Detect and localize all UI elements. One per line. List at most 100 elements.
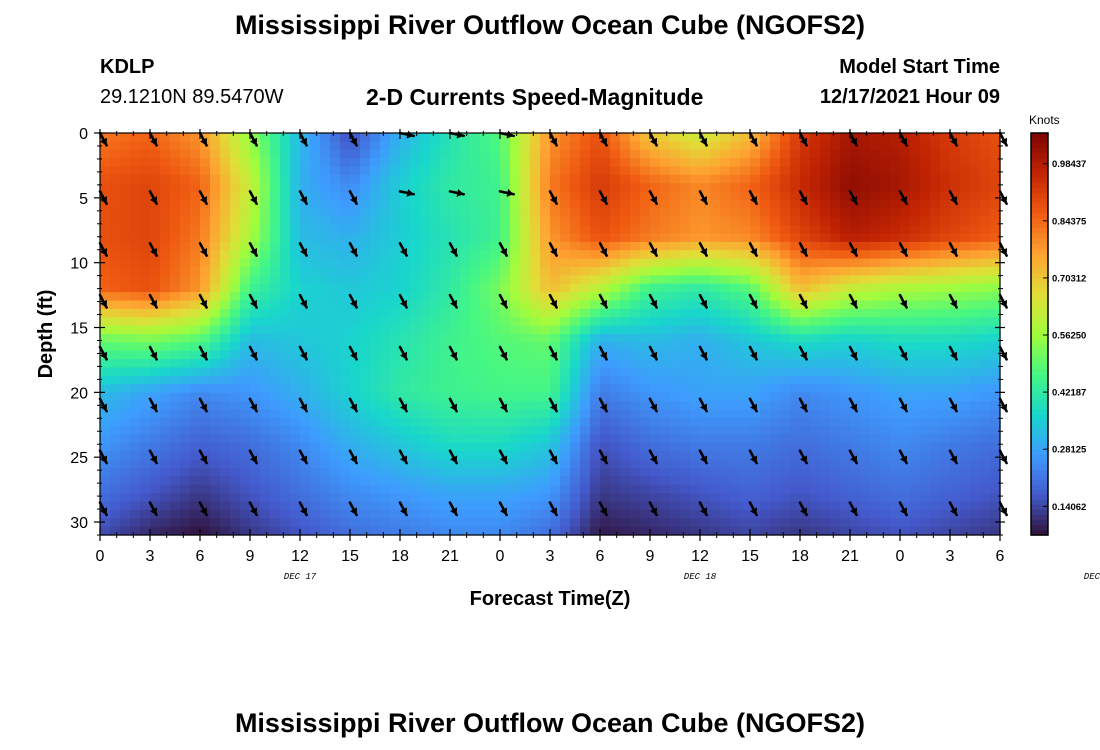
heatmap-cell (380, 191, 391, 201)
heatmap-cell (200, 459, 211, 469)
heatmap-cell (730, 426, 741, 436)
heatmap-cell (580, 434, 591, 444)
heatmap-cell (300, 267, 311, 276)
heatmap-cell (230, 141, 241, 151)
heatmap-cell (940, 283, 951, 293)
heatmap-cell (800, 384, 811, 394)
heatmap-cell (900, 317, 911, 327)
heatmap-cell (800, 334, 811, 343)
heatmap-cell (680, 275, 691, 285)
heatmap-cell (150, 158, 161, 168)
colorbar-segment (1031, 414, 1048, 421)
heatmap-cell (100, 317, 111, 327)
heatmap-cell (810, 518, 821, 528)
heatmap-cell (330, 258, 341, 268)
heatmap-cell (970, 216, 981, 226)
current-vector-head (499, 351, 508, 360)
heatmap-cell (210, 292, 221, 302)
heatmap-cell (290, 501, 301, 511)
heatmap-cell (300, 141, 311, 151)
heatmap-cell (470, 526, 481, 536)
heatmap-cell (410, 325, 421, 335)
heatmap-cell (290, 267, 301, 276)
heatmap-cell (920, 367, 931, 377)
heatmap-cell (960, 334, 971, 343)
heatmap-cell (400, 174, 411, 184)
heatmap-cell (850, 493, 861, 503)
x-tick-label: 15 (741, 548, 759, 565)
heatmap-cell (410, 300, 421, 310)
current-vector-head (249, 351, 258, 360)
heatmap-cell (130, 342, 141, 352)
heatmap-cell (640, 484, 651, 494)
heatmap-cell (910, 158, 921, 168)
heatmap-cell (350, 191, 361, 201)
heatmap-cell (110, 434, 121, 444)
heatmap-cell (930, 417, 941, 427)
heatmap-cell (180, 250, 191, 260)
heatmap-cell (940, 325, 951, 335)
heatmap-cell (710, 208, 721, 218)
current-vector-head (999, 196, 1008, 204)
heatmap-cell (910, 342, 921, 352)
heatmap-cell (440, 334, 451, 343)
heatmap-cell (420, 225, 431, 235)
heatmap-cell (320, 166, 331, 176)
heatmap-cell (920, 426, 931, 436)
heatmap-cell (680, 317, 691, 327)
heatmap-cell (830, 275, 841, 285)
heatmap-cell (500, 476, 511, 486)
heatmap-cell (500, 434, 511, 444)
heatmap-cell (390, 359, 401, 369)
current-vector-head (799, 351, 808, 360)
heatmap-cell (390, 258, 401, 268)
heatmap-cell (710, 509, 721, 519)
heatmap-cell (840, 350, 851, 360)
heatmap-cell (490, 133, 501, 142)
x-tick-label: 9 (646, 548, 655, 565)
heatmap-cell (950, 392, 961, 402)
heatmap-cell (440, 258, 451, 268)
heatmap-cell (350, 417, 361, 427)
heatmap-cell (770, 216, 781, 226)
heatmap-cell (970, 258, 981, 268)
heatmap-cell (110, 409, 121, 419)
heatmap-cell (560, 468, 571, 477)
heatmap-cell (650, 183, 661, 193)
heatmap-cell (650, 501, 661, 511)
heatmap-cell (290, 392, 301, 402)
heatmap-cell (130, 233, 141, 243)
heatmap-cell (680, 509, 691, 519)
heatmap-cell (470, 401, 481, 410)
heatmap-cell (210, 141, 221, 151)
heatmap-cell (740, 166, 751, 176)
heatmap-cell (690, 367, 701, 377)
current-vector-head (649, 299, 658, 308)
current-vector-head (299, 196, 308, 204)
heatmap-cell (650, 191, 661, 201)
heatmap-cell (210, 250, 221, 260)
heatmap-cell (540, 384, 551, 394)
heatmap-cell (900, 216, 911, 226)
heatmap-cell (890, 258, 901, 268)
heatmap-cell (880, 526, 891, 536)
heatmap-cell (240, 308, 251, 318)
heatmap-cell (360, 149, 371, 159)
heatmap-cell (860, 518, 871, 528)
heatmap-cell (930, 434, 941, 444)
heatmap-cell (480, 200, 491, 209)
heatmap-cell (110, 200, 121, 209)
heatmap-cell (340, 392, 351, 402)
heatmap-cell (330, 526, 341, 536)
heatmap-cell (160, 375, 171, 385)
current-vector-head (799, 507, 808, 515)
heatmap-cell (300, 417, 311, 427)
heatmap-cell (860, 166, 871, 176)
heatmap-cell (970, 434, 981, 444)
heatmap-cell (700, 308, 711, 318)
current-vector-head (749, 196, 758, 204)
heatmap-cell (620, 258, 631, 268)
heatmap-cell (550, 141, 561, 151)
heatmap-cell (490, 359, 501, 369)
heatmap-cell (650, 417, 661, 427)
